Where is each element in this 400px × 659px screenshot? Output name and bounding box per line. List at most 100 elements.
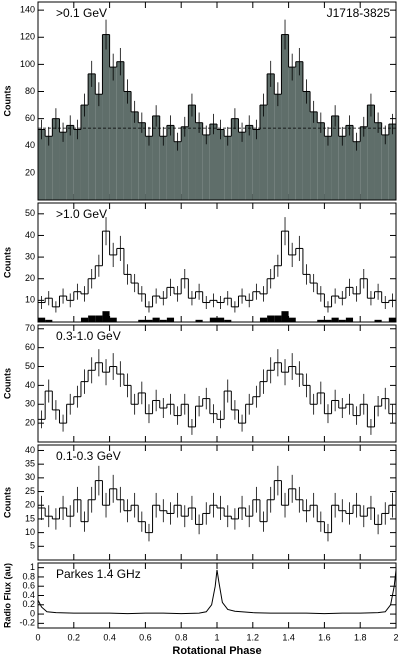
bar	[109, 67, 117, 201]
y-tick-label: 0.2	[22, 599, 35, 609]
bar	[302, 91, 311, 200]
y-tick-label: 20	[25, 273, 35, 283]
bar	[274, 94, 282, 200]
bar	[88, 73, 96, 200]
bar	[174, 141, 182, 200]
x-tick-label: 1.8	[354, 632, 367, 642]
bar	[324, 136, 332, 200]
bar	[181, 126, 189, 200]
y-tick-label: 30	[25, 251, 35, 261]
radio-profile	[37, 569, 397, 615]
bar	[224, 136, 232, 200]
y-axis-label: Counts	[2, 487, 12, 518]
x-axis-label: Rotational Phase	[172, 645, 261, 657]
y-tick-label: 40	[25, 230, 35, 240]
y-tick-label: 40	[25, 445, 35, 455]
y-tick-label: 0.6	[22, 581, 35, 591]
background-bar	[102, 311, 110, 322]
y-tick-label: 140	[20, 5, 35, 15]
background-bar	[95, 315, 103, 322]
x-tick-label: 0.4	[103, 632, 116, 642]
bar	[73, 129, 81, 200]
background-bar	[317, 319, 325, 322]
y-tick-label: 60	[25, 113, 35, 123]
y-tick-label: 10	[25, 527, 35, 537]
bar	[317, 122, 325, 200]
background-bar	[152, 317, 160, 322]
bar	[102, 34, 110, 201]
plot-frame	[37, 324, 397, 443]
bar	[145, 136, 153, 200]
bar	[166, 125, 175, 200]
y-tick-label: 35	[25, 459, 35, 469]
y-tick-label: 50	[25, 208, 35, 218]
bar	[331, 115, 339, 200]
y-tick-label: 40	[25, 140, 35, 150]
y-tick-label: 20	[25, 167, 35, 177]
panel-annotation: J1718-3825	[327, 6, 391, 20]
y-tick-label: 0.8	[22, 571, 35, 581]
bar	[123, 91, 132, 200]
y-tick-label: 100	[20, 59, 35, 69]
bar	[131, 111, 139, 200]
plot-frame	[37, 562, 397, 629]
background-bar	[331, 317, 339, 322]
bar	[281, 34, 289, 201]
background-bar	[267, 315, 275, 322]
background-bar	[88, 315, 96, 322]
bar	[360, 126, 368, 200]
x-tick-label: 0.2	[68, 632, 81, 642]
bar	[152, 115, 160, 200]
plot-frame	[37, 202, 397, 323]
bar	[188, 105, 196, 200]
y-tick-label: 20	[25, 418, 35, 428]
y-tick-label: 30	[25, 472, 35, 482]
background-bar	[281, 311, 289, 322]
bar	[80, 105, 89, 200]
background-bar	[259, 317, 268, 322]
bar	[59, 132, 67, 200]
y-tick-label: 80	[25, 86, 35, 96]
plot-frame	[37, 444, 397, 561]
background-bar	[288, 317, 296, 322]
bar	[381, 134, 389, 200]
background-bar	[345, 317, 354, 322]
background-bar	[195, 319, 203, 322]
x-tick-label: 2	[393, 632, 398, 642]
y-tick-label: 20	[25, 500, 35, 510]
y-axis-label: Counts	[2, 368, 12, 399]
bar	[353, 141, 361, 200]
y-axis-label: Counts	[2, 86, 12, 117]
bar	[52, 118, 60, 200]
bar	[195, 122, 203, 200]
x-tick-label: 0	[35, 632, 40, 642]
background-bar	[166, 317, 175, 322]
background-bar	[224, 319, 232, 322]
y-tick-label: 0.4	[22, 590, 35, 600]
bar	[252, 129, 260, 200]
y-tick-label: 40	[25, 380, 35, 390]
background-bar	[274, 315, 282, 322]
x-tick-label: 0.6	[139, 632, 152, 642]
y-tick-label: 30	[25, 399, 35, 409]
y-tick-label: 15	[25, 513, 35, 523]
background-bar	[324, 319, 332, 322]
background-bar	[45, 319, 53, 322]
bar	[288, 67, 296, 201]
bar	[209, 124, 217, 200]
background-bar	[209, 317, 217, 322]
bar	[310, 111, 318, 200]
bar	[374, 122, 382, 200]
x-tick-label: 1.2	[247, 632, 260, 642]
bar	[138, 122, 146, 200]
bar	[45, 136, 53, 200]
background-bar	[159, 319, 167, 322]
y-axis-label: Radio Flux (au)	[2, 563, 12, 628]
bar	[95, 94, 103, 200]
bar	[388, 124, 396, 200]
plot-frame	[37, 1, 397, 201]
y-tick-label: 70	[25, 323, 35, 333]
background-bar	[145, 319, 153, 322]
bar	[267, 73, 275, 200]
background-bar	[388, 317, 396, 322]
